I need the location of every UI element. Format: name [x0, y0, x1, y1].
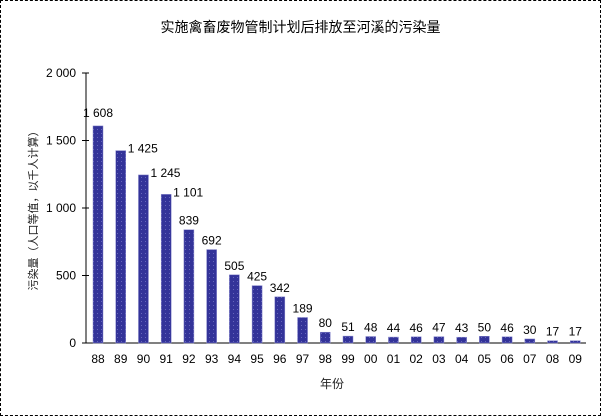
bar [138, 174, 149, 344]
value-label: 17 [569, 325, 583, 339]
x-tick-label: 91 [160, 352, 174, 366]
bar [342, 335, 354, 344]
value-label: 1 425 [128, 142, 158, 156]
bar [92, 125, 104, 344]
x-tick-label: 99 [341, 352, 355, 366]
bar [320, 331, 331, 344]
x-tick-label: 05 [478, 352, 492, 366]
bar [251, 285, 263, 344]
x-tick-label: 95 [250, 352, 264, 366]
x-axis-label: 年份 [320, 377, 345, 391]
bar [388, 336, 399, 344]
bar [479, 336, 490, 344]
x-tick-label: 96 [273, 352, 287, 366]
value-label: 189 [293, 301, 313, 315]
value-label: 425 [247, 270, 267, 284]
bar [501, 336, 513, 344]
y-tick-label: 2 000 [46, 66, 76, 80]
x-tick-label: 98 [319, 352, 333, 366]
x-tick-label: 92 [182, 352, 196, 366]
value-label: 51 [341, 320, 355, 334]
x-tick-label: 88 [91, 352, 105, 366]
bar [206, 249, 217, 344]
bar [160, 194, 172, 344]
value-label: 43 [455, 321, 469, 335]
x-tick-label: 09 [569, 352, 583, 366]
value-label: 47 [432, 321, 446, 335]
x-tick-label: 02 [410, 352, 424, 366]
x-tick-label: 97 [296, 352, 310, 366]
bar [115, 150, 126, 344]
bar [297, 317, 308, 344]
value-label: 30 [523, 323, 537, 337]
x-tick-label: 04 [455, 352, 469, 366]
x-tick-label: 90 [137, 352, 151, 366]
chart-title: 实施禽畜废物管制计划后排放至河溪的污染量 [160, 20, 441, 36]
value-label: 46 [500, 321, 514, 335]
value-label: 48 [364, 321, 378, 335]
x-tick-label: 93 [205, 352, 219, 366]
value-label: 342 [270, 281, 290, 295]
value-label: 1 245 [150, 166, 180, 180]
bar [433, 336, 445, 344]
bar [274, 296, 286, 344]
y-tick-label: 1 000 [46, 201, 76, 215]
value-label: 1 101 [173, 185, 203, 199]
x-tick-label: 89 [114, 352, 128, 366]
bar [547, 340, 558, 344]
value-label: 17 [546, 325, 560, 339]
y-tick-label: 1 500 [46, 134, 76, 148]
value-label: 505 [224, 259, 244, 273]
bar [229, 274, 240, 344]
value-label: 839 [179, 214, 199, 228]
x-tick-label: 94 [228, 352, 242, 366]
value-label: 46 [410, 321, 424, 335]
bar [570, 340, 581, 344]
x-tick-label: 06 [500, 352, 514, 366]
bar [524, 338, 536, 344]
y-tick-label: 500 [56, 269, 76, 283]
value-label: 44 [387, 321, 401, 335]
value-label: 692 [202, 234, 222, 248]
x-tick-label: 03 [432, 352, 446, 366]
bar [365, 336, 376, 344]
value-label: 80 [319, 316, 333, 330]
bar [410, 336, 422, 344]
x-tick-label: 08 [546, 352, 560, 366]
x-tick-label: 01 [387, 352, 401, 366]
bar [183, 229, 195, 344]
y-tick-label: 0 [69, 336, 76, 350]
x-tick-label: 00 [364, 352, 378, 366]
x-tick-label: 07 [523, 352, 537, 366]
value-label: 50 [478, 320, 492, 334]
value-label: 1 608 [83, 106, 113, 120]
bar [456, 336, 467, 344]
